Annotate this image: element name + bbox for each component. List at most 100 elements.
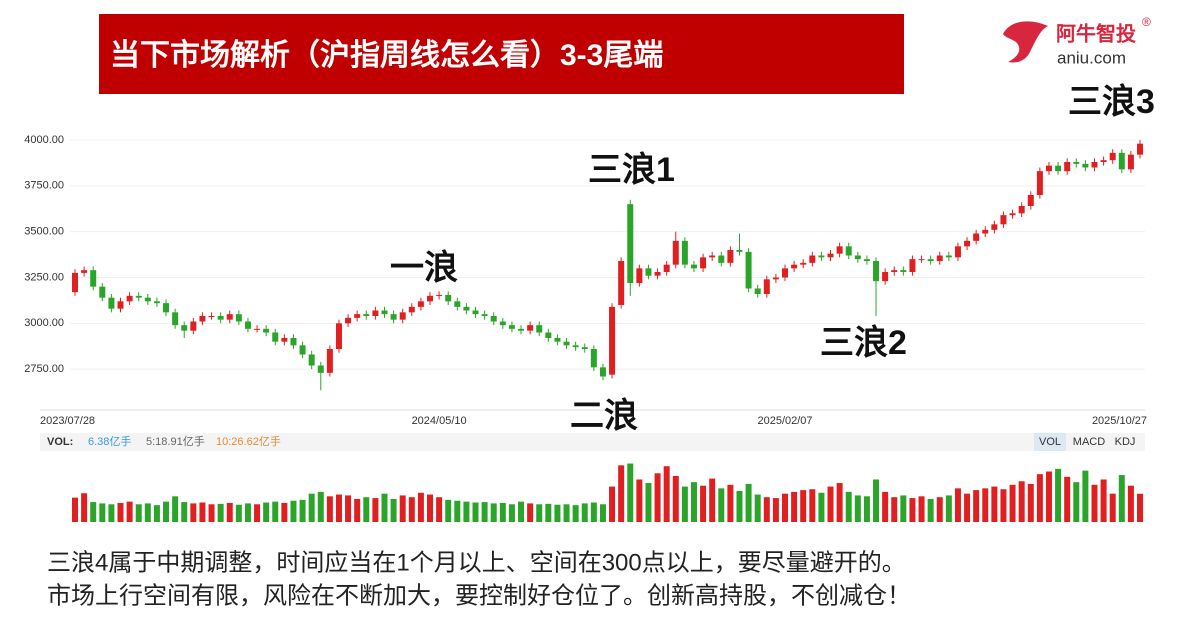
candle-body [153,301,160,304]
volume-bar [800,490,807,522]
candle-body [1064,162,1071,172]
candle-body [609,306,616,375]
volume-bar [472,502,479,522]
candle-body [1137,143,1143,155]
candle-body [982,229,989,234]
y-tick-label: 3250.00 [24,271,64,283]
volume-bar [1009,484,1016,522]
volume-bar [681,486,688,522]
candle-body [135,295,142,298]
volume-bar [1100,479,1107,522]
volume-bar [463,501,470,522]
candle-body [99,286,106,298]
volume-bar [945,495,952,522]
volume-bar [836,483,843,522]
candle-body [1000,215,1007,225]
candle-body [208,316,215,317]
body-text: 市场上行空间有限，风险在不断加大，要控制好仓位了。创新高持股，不创减仓！ [47,582,911,609]
volume-bar [1073,482,1080,522]
candle-body [918,259,925,261]
volume-bar [991,486,998,522]
volume-bar [581,503,588,522]
volume-bar [964,493,971,522]
volume-bar [954,488,961,522]
candle-body [372,310,379,316]
candle-body [235,314,242,322]
volume-bar [882,491,889,522]
candle-body [499,321,506,326]
x-tick-label: 2025/02/07 [757,415,812,427]
candle-body [144,297,151,302]
volume-bar [126,501,133,522]
candle-body [645,268,652,276]
candle-body [199,316,206,322]
candle-body [1091,162,1098,168]
volume-bar [563,504,570,522]
volume-bar [508,504,515,522]
volume-legend: VOL: [47,436,73,448]
candle-body [363,314,370,316]
candle-body [399,312,406,320]
candle-body [736,250,743,252]
y-tick-label: 3750.00 [24,180,64,192]
candle-body [1100,160,1107,162]
volume-bar [1118,475,1125,522]
candle-body [727,250,734,263]
logo-icon [1003,21,1048,63]
volume-bar [235,504,242,522]
candle-body [190,321,197,331]
volume-bar [217,503,224,522]
volume-tab-label: KDJ [1115,436,1136,448]
volume-bar [499,502,506,522]
volume-bar [144,503,151,522]
volume-bar [108,504,115,522]
candle-body [518,328,525,331]
candle-body [436,294,443,296]
candle-body [481,314,488,316]
candle-body [290,338,297,346]
candle-body [954,246,961,258]
volume-tab [1034,433,1066,451]
volume-bar [408,497,415,522]
volume-bar [973,490,980,522]
candle-body [563,341,570,346]
volume-bar [609,486,616,522]
candle-body [909,259,916,272]
candle-body [690,264,697,269]
candle-body [536,325,543,333]
volume-bar [527,503,534,522]
volume-bar [772,498,779,522]
candle-body [81,270,88,273]
volume-bar [153,505,160,522]
x-tick-label: 2024/05/10 [412,415,467,427]
volume-bar [599,504,606,522]
volume-bar [81,493,88,522]
candle-body [472,310,479,315]
volume-bar [445,499,452,522]
candle-body [663,264,670,272]
volume-tab [1069,433,1109,451]
candle-body [408,306,415,313]
volume-bar [454,500,461,522]
volume-bar [809,489,816,522]
volume-bar [636,479,643,522]
wave-annotation: 二浪 [570,396,638,435]
candle-body [490,316,497,322]
candle-body [581,347,588,349]
candle-body [299,345,306,355]
wave-annotation: 三浪1 [588,150,675,189]
volume-legend: 10:26.62亿手 [216,434,281,448]
volume-bar [1027,483,1034,522]
candle-body [1009,213,1016,216]
candle-body [936,255,943,261]
volume-bar [1064,476,1071,522]
candle-body [508,325,515,329]
y-tick-label: 2750.00 [24,363,64,375]
volume-bar [545,503,552,522]
candle-body [181,325,188,331]
volume-bar [709,478,716,522]
candle-body [1045,165,1052,172]
volume-bar [782,493,788,522]
candle-body [554,338,561,342]
volume-bar [427,494,433,522]
